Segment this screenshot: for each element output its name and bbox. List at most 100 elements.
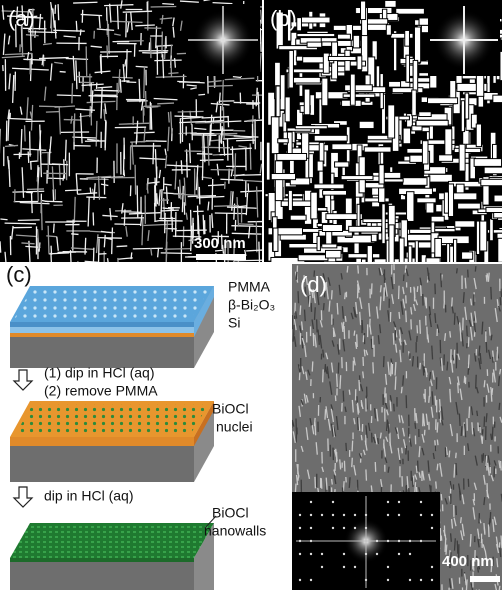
texture-mark (432, 391, 433, 405)
texture-mark (161, 253, 192, 254)
texture-mark (181, 160, 182, 174)
texture-mark (182, 186, 183, 212)
texture-mark (486, 456, 487, 466)
texture-mark (499, 376, 500, 386)
texture-mark (289, 50, 294, 88)
texture-mark (399, 188, 433, 194)
texture-mark (48, 226, 49, 254)
texture-mark (135, 25, 155, 26)
texture-mark (112, 77, 132, 78)
texture-mark (321, 553, 323, 555)
texture-mark (452, 519, 453, 528)
texture-mark (365, 553, 367, 555)
texture-mark (484, 167, 502, 174)
texture-mark (208, 86, 233, 87)
texture-mark (191, 226, 192, 251)
texture-mark (406, 55, 410, 82)
texture-mark (325, 409, 326, 420)
texture-mark (380, 285, 381, 292)
texture-mark (340, 459, 341, 469)
texture-mark (486, 207, 502, 212)
texture-mark (445, 333, 446, 341)
texture-mark (332, 514, 334, 516)
texture-mark (456, 463, 457, 475)
texture-mark (428, 334, 429, 342)
layer-label: PMMA (228, 279, 271, 295)
texture-mark (440, 399, 441, 411)
texture-mark (126, 49, 127, 78)
scale-label: 400 nm (442, 553, 494, 570)
texture-mark (444, 192, 448, 213)
texture-mark (299, 17, 330, 23)
texture-mark (310, 514, 312, 516)
texture-mark (256, 221, 257, 252)
texture-mark (423, 365, 424, 376)
texture-mark (332, 290, 333, 299)
texture-mark (445, 538, 446, 552)
texture-mark (71, 234, 78, 235)
texture-mark (310, 579, 312, 581)
texture-mark (490, 512, 491, 523)
step-text: (2) remove PMMA (44, 383, 158, 399)
texture-mark (0, 219, 7, 220)
texture-mark (420, 540, 422, 542)
texture-mark (353, 35, 359, 48)
texture-mark (107, 20, 108, 37)
texture-mark (379, 165, 384, 184)
texture-mark (178, 187, 179, 199)
texture-mark (348, 254, 380, 258)
fft-inset-b (428, 4, 500, 76)
texture-mark (482, 322, 483, 335)
texture-mark (420, 501, 422, 503)
texture-mark (277, 153, 307, 160)
texture-mark (219, 93, 220, 103)
texture-mark (299, 527, 301, 529)
texture-mark (308, 145, 329, 151)
texture-mark (322, 225, 342, 232)
texture-mark (46, 112, 60, 113)
annotation: BiOCl (212, 505, 249, 521)
texture-mark (420, 320, 421, 334)
texture-mark (484, 497, 485, 505)
texture-mark (388, 467, 389, 473)
texture-mark (233, 77, 241, 78)
texture-mark (352, 458, 353, 467)
texture-mark (452, 297, 453, 306)
texture-mark (235, 153, 236, 179)
texture-mark (358, 417, 359, 430)
texture-mark (493, 95, 502, 102)
texture-mark (419, 446, 420, 457)
layer-label: β-Bi₂O₃ (228, 297, 275, 313)
texture-mark (317, 236, 320, 250)
texture-mark (396, 8, 425, 14)
texture-mark (449, 451, 450, 458)
texture-mark (323, 303, 324, 310)
texture-mark (202, 147, 230, 148)
texture-mark (160, 210, 178, 211)
texture-mark (98, 239, 99, 264)
texture-mark (364, 349, 365, 356)
texture-mark (499, 586, 500, 590)
texture-mark (399, 312, 400, 319)
texture-mark (101, 54, 102, 74)
texture-mark (460, 491, 461, 501)
panel-label: (b) (270, 6, 297, 31)
texture-mark (314, 135, 347, 141)
texture-mark (488, 273, 489, 282)
texture-mark (85, 238, 86, 255)
texture-mark (41, 200, 42, 230)
texture-mark (72, 137, 96, 138)
texture-mark (210, 125, 211, 146)
texture-mark (435, 313, 436, 323)
texture-mark (174, 116, 203, 117)
texture-mark (365, 579, 367, 581)
texture-mark (445, 535, 446, 540)
texture-mark (310, 553, 312, 555)
texture-mark (373, 362, 374, 373)
texture-mark (465, 278, 466, 289)
texture-mark (388, 105, 395, 138)
texture-mark (362, 320, 363, 330)
texture-mark (376, 540, 378, 542)
texture-mark (94, 90, 120, 91)
texture-mark (347, 266, 348, 273)
